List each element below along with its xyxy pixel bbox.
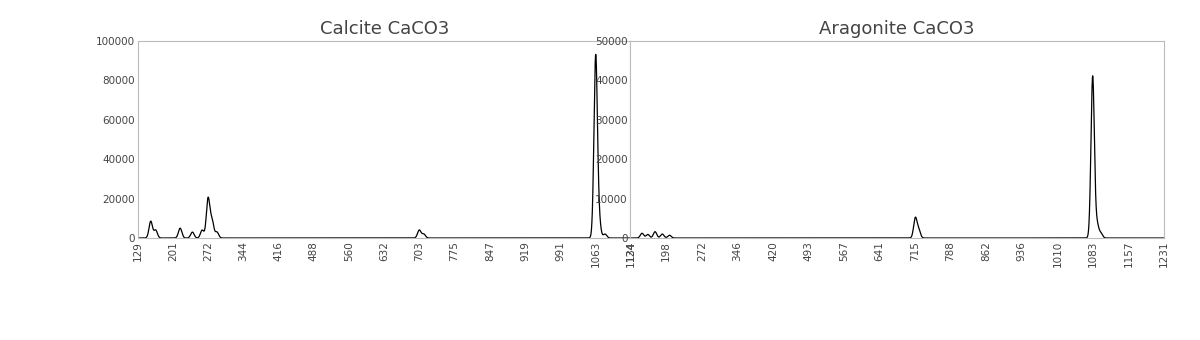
Title: Calcite CaCO3: Calcite CaCO3 [319,20,449,38]
Title: Aragonite CaCO3: Aragonite CaCO3 [820,20,974,38]
